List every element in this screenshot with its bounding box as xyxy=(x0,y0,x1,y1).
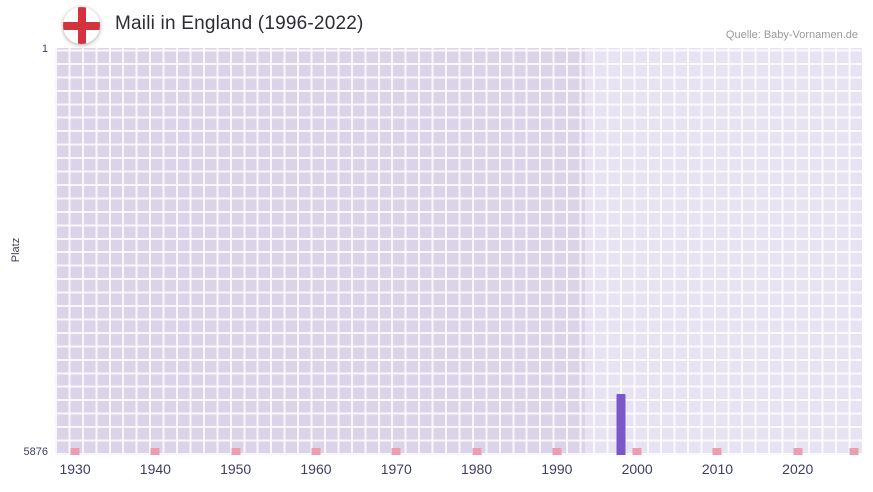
plot-area xyxy=(55,48,862,455)
decade-marker xyxy=(472,448,482,455)
x-tick-label: 1980 xyxy=(460,461,493,477)
decade-marker xyxy=(391,448,401,455)
markers-layer xyxy=(55,48,862,455)
decade-marker xyxy=(849,448,859,455)
x-tick-label: 1940 xyxy=(139,461,171,477)
decade-marker xyxy=(712,448,722,455)
england-flag-icon xyxy=(63,7,100,44)
decade-marker xyxy=(231,448,241,455)
y-axis-label: Platz xyxy=(10,237,22,263)
x-tick-label: 2010 xyxy=(701,461,734,477)
page-title: Maili in England (1996-2022) xyxy=(115,13,364,34)
decade-marker xyxy=(632,448,642,455)
x-tick-label: 1960 xyxy=(300,461,332,477)
y-tick-bottom: 5876 xyxy=(23,446,48,458)
source-attribution: Quelle: Baby-Vornamen.de xyxy=(725,29,858,41)
x-tick-label: 1990 xyxy=(541,461,573,477)
decade-marker xyxy=(70,448,80,455)
rank-bar xyxy=(616,394,626,455)
flag-cross-horizontal xyxy=(63,21,100,30)
x-tick-label: 1970 xyxy=(380,461,412,477)
x-tick-label: 2020 xyxy=(782,461,814,477)
x-tick-label: 1930 xyxy=(59,461,91,477)
x-axis: 1930 1940 1950 1960 1970 1980 1990 2000 2010 2020 xyxy=(55,461,862,483)
decade-marker xyxy=(552,448,562,455)
y-tick-top: 1 xyxy=(41,43,48,55)
x-tick-label: 2000 xyxy=(621,461,653,477)
grid-overlay xyxy=(55,48,862,455)
bars-layer xyxy=(55,48,862,455)
x-tick-label: 1950 xyxy=(220,461,252,477)
decade-marker xyxy=(150,448,160,455)
decade-marker xyxy=(311,448,321,455)
decade-marker xyxy=(793,448,803,455)
